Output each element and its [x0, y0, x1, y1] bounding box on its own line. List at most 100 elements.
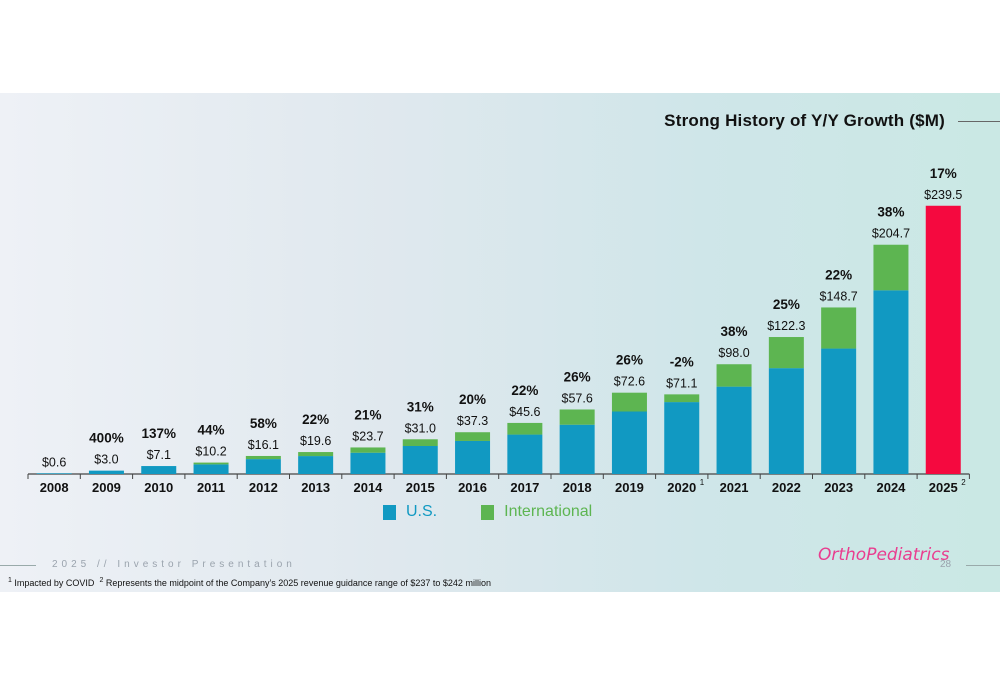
bar-international-2013 [298, 452, 334, 457]
growth-label-2015: 31% [407, 399, 434, 414]
growth-label-2013: 22% [302, 412, 329, 427]
title-rule [958, 121, 1000, 122]
x-tick-label-2011: 2011 [197, 480, 225, 495]
growth-label-2016: 20% [459, 392, 486, 407]
total-label-2011: $10.2 [195, 445, 226, 459]
x-tick-label-2025: 2025 [929, 480, 958, 495]
total-label-2009: $3.0 [94, 453, 118, 467]
growth-label-2024: 38% [877, 205, 904, 220]
chart-title: Strong History of Y/Y Growth ($M) [664, 111, 945, 130]
bar-international-2016 [455, 432, 491, 441]
growth-label-2017: 22% [511, 383, 538, 398]
x-tick-label-2019: 2019 [615, 480, 644, 495]
x-tick-label-2024: 2024 [876, 480, 906, 495]
legend-label-international: International [504, 503, 593, 520]
total-label-2023: $148.7 [820, 289, 858, 303]
company-logo: OrthoPediatrics [818, 545, 949, 565]
bar-us-2008 [36, 473, 72, 474]
bar-us-2018 [559, 424, 595, 474]
x-tick-label-2023: 2023 [824, 480, 853, 495]
legend-swatch-international [481, 504, 495, 520]
bar-us-2014 [350, 452, 386, 474]
footer-rule-left [0, 565, 36, 566]
bar-us-2010 [141, 466, 177, 474]
bar-us-2016 [455, 440, 491, 474]
x-tick-label-2022: 2022 [772, 480, 801, 495]
bar-us-2013 [298, 456, 334, 474]
total-label-2021: $98.0 [718, 346, 749, 360]
footer-rule-right [966, 565, 1000, 566]
total-label-2010: $7.1 [147, 448, 171, 462]
bar-us-2024 [873, 290, 909, 474]
revenue-bar-chart: $0.6 2008 $3.0 400% 2009 $7.1 137% 2010 $10.2 44%… [27, 166, 970, 495]
bar-international-2012 [245, 455, 281, 460]
bar-international-2014 [350, 447, 386, 453]
x-tick-superscript-2025: 2 [961, 478, 966, 487]
page-number: 28 [940, 559, 952, 570]
x-tick-label-2021: 2021 [720, 480, 749, 495]
total-label-2016: $37.3 [457, 414, 488, 428]
total-label-2019: $72.6 [614, 375, 645, 389]
bar-international-2011 [193, 462, 229, 465]
legend-item-us: U.S. [383, 503, 437, 521]
growth-label-2020: -2% [670, 354, 694, 369]
bar-guidance-2025 [925, 205, 961, 474]
bar-us-2009 [88, 470, 124, 474]
bar-international-2022 [768, 337, 804, 369]
bar-international-2018 [559, 409, 595, 425]
x-tick-label-2015: 2015 [406, 480, 435, 495]
footnotes: 1 Impacted by COVID 2 Represents the mid… [8, 577, 491, 588]
total-label-2017: $45.6 [509, 405, 540, 419]
growth-label-2011: 44% [198, 423, 225, 438]
footnote-1-text: Impacted by COVID [11, 578, 95, 588]
total-label-2025: $239.5 [924, 188, 962, 202]
x-tick-label-2013: 2013 [301, 480, 330, 495]
x-tick-label-2014: 2014 [353, 480, 383, 495]
growth-label-2019: 26% [616, 353, 643, 368]
footnote-2-mark: 2 [99, 577, 104, 584]
growth-label-2022: 25% [773, 297, 800, 312]
x-tick-label-2018: 2018 [563, 480, 592, 495]
total-label-2014: $23.7 [352, 429, 383, 443]
x-tick-label-2009: 2009 [92, 480, 121, 495]
growth-label-2023: 22% [825, 267, 852, 282]
x-tick-label-2020: 2020 [667, 480, 696, 495]
total-label-2013: $19.6 [300, 434, 331, 448]
bar-international-2024 [873, 244, 909, 291]
bar-us-2015 [402, 446, 438, 474]
bar-us-2012 [245, 459, 281, 474]
bar-us-2017 [507, 434, 543, 474]
bar-international-2020 [664, 394, 700, 403]
legend-label-us: U.S. [406, 503, 438, 520]
x-tick-label-2017: 2017 [510, 480, 539, 495]
growth-label-2025: 17% [930, 166, 957, 181]
x-tick-label-2010: 2010 [144, 480, 173, 495]
legend-swatch-us [383, 504, 396, 520]
legend: U.S. International [383, 503, 592, 521]
slide: Strong History of Y/Y Growth ($M) $0.6 20… [0, 93, 1000, 592]
bar-international-2023 [821, 307, 857, 349]
legend-item-international: International [481, 503, 592, 521]
total-label-2008: $0.6 [42, 455, 66, 469]
growth-label-2010: 137% [141, 426, 176, 441]
bar-international-2015 [402, 439, 438, 446]
bar-us-2020 [664, 402, 700, 474]
footer-presentation-label: 2025 // Investor Presentation [52, 559, 296, 570]
bar-us-2021 [716, 386, 752, 474]
total-label-2020: $71.1 [666, 376, 697, 390]
total-label-2012: $16.1 [248, 438, 279, 452]
total-label-2022: $122.3 [767, 319, 805, 333]
growth-label-2021: 38% [721, 324, 748, 339]
x-tick-label-2008: 2008 [40, 480, 69, 495]
x-tick-superscript-2020: 1 [700, 478, 705, 487]
growth-label-2009: 400% [89, 431, 124, 446]
bar-us-2023 [821, 348, 857, 474]
total-label-2015: $31.0 [405, 421, 436, 435]
bar-us-2011 [193, 464, 229, 474]
growth-label-2014: 21% [354, 407, 381, 422]
growth-label-2012: 58% [250, 416, 277, 431]
bar-international-2021 [716, 364, 752, 387]
x-tick-label-2016: 2016 [458, 480, 487, 495]
logo-text: OrthoPediatrics [818, 545, 950, 565]
footnote-2-text: Represents the midpoint of the Company’s… [103, 578, 491, 588]
